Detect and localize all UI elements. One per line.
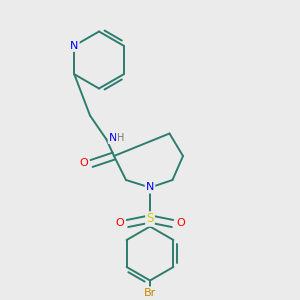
Text: H: H xyxy=(117,133,124,143)
Text: O: O xyxy=(176,218,185,229)
Text: S: S xyxy=(146,212,154,226)
Text: N: N xyxy=(146,182,154,193)
Text: N: N xyxy=(70,41,79,51)
Text: O: O xyxy=(115,218,124,229)
Text: O: O xyxy=(80,158,88,169)
Text: N: N xyxy=(109,133,117,143)
Text: Br: Br xyxy=(144,287,156,298)
